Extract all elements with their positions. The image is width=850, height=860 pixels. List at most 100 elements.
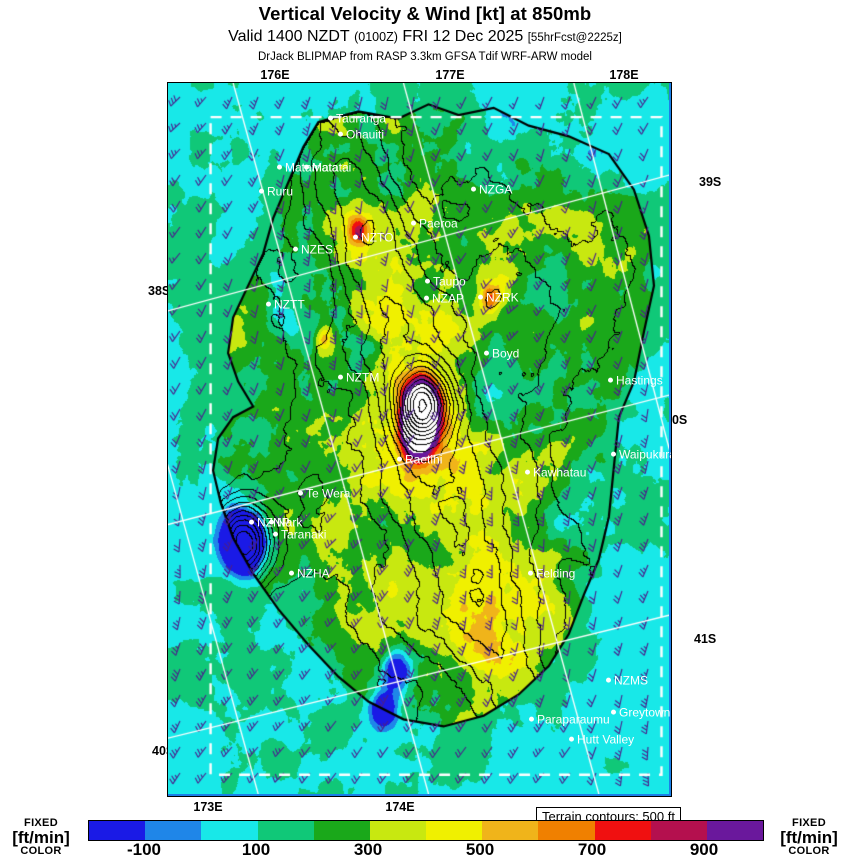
station-dot-icon <box>529 716 534 722</box>
forecast-hour-text: [55hrFcst@2225z] <box>527 32 622 44</box>
station-dot-icon <box>471 186 476 192</box>
colorbar-tick-700: 700 <box>577 840 607 859</box>
colorbar-units-left: FIXED [ft/min] COLOR <box>0 818 84 857</box>
station-label-greytown: Greytown <box>611 705 671 720</box>
colorbar-segment-6 <box>426 821 483 840</box>
station-name-text: NZTT <box>274 297 305 312</box>
title-block: Vertical Velocity & Wind [kt] at 850mb V… <box>0 0 850 64</box>
colorbar-segment-7 <box>482 821 539 840</box>
page-title: Vertical Velocity & Wind [kt] at 850mb <box>258 3 592 24</box>
lat-tick-left-38S: 38S <box>148 284 171 298</box>
station-name-text: Tauranga <box>336 111 387 126</box>
station-dot-icon <box>528 570 533 576</box>
station-name-text: Hutt Valley <box>577 732 635 747</box>
station-name-text: NZAP <box>432 291 465 306</box>
station-dot-icon <box>525 469 530 475</box>
station-label-hutt-valley: Hutt Valley <box>569 732 635 747</box>
station-name-text: Waipukurau <box>619 447 671 462</box>
colorbar-tick-300: 300 <box>353 840 383 859</box>
colorbar-segment-1 <box>145 821 202 840</box>
station-name-text: Paeroa <box>419 216 458 231</box>
station-name-text: Nark <box>277 515 303 530</box>
station-name-text: Boyd <box>492 346 520 361</box>
station-label-tauranga: Tauranga <box>328 111 387 126</box>
station-label-te-wera: Te Wera <box>298 487 350 499</box>
station-label-nzes: NZES <box>293 242 334 257</box>
station-dot-icon <box>424 295 429 301</box>
station-dot-icon <box>266 301 271 307</box>
station-name-text: NZHA <box>297 566 330 581</box>
colorbar-tick-neg100: -100 <box>126 840 162 859</box>
station-name-text: Felding <box>536 566 576 581</box>
colorbar-segment-0 <box>89 821 146 840</box>
station-name-text: Taupo <box>433 274 466 289</box>
lon-tick-174E: 174E <box>385 800 415 814</box>
station-dot-icon <box>298 490 303 496</box>
colorbar-fixed-label-left: FIXED <box>24 817 58 829</box>
colorbar-units-label-right: [ft/min] <box>780 828 838 847</box>
station-name-text: NZRK <box>486 290 519 305</box>
station-label-nztt: NZTT <box>266 297 305 312</box>
station-name-text: Hastings <box>616 373 663 388</box>
colorbar-segment-11 <box>706 821 764 840</box>
station-name-text: Ruru <box>267 184 294 199</box>
station-label-felding: Felding <box>528 566 576 581</box>
station-name-text: Raetihi <box>405 452 443 467</box>
station-label-nark: Nark <box>269 515 303 530</box>
station-dot-icon <box>273 531 278 537</box>
station-dot-icon <box>328 115 333 121</box>
station-name-text: Greytown <box>619 705 671 720</box>
station-dot-icon <box>484 350 489 356</box>
colorbar-tick-100: 100 <box>241 840 271 859</box>
lat-tick-right-39S: 39S <box>699 175 722 189</box>
station-label-hastings: Hastings <box>608 373 663 388</box>
station-name-text: Matatai <box>312 160 352 175</box>
station-dot-icon <box>338 131 343 137</box>
map-plot-area[interactable]: Tauranga Ohauiti Matamata Matatai Ruru NZGA Pa… <box>167 82 672 797</box>
lon-tick-177E: 177E <box>435 68 465 82</box>
station-name-text: NZMS <box>614 673 648 688</box>
colorbar-color-label-right: COLOR <box>788 845 830 857</box>
station-name-text: Matamata <box>285 160 339 175</box>
station-name-text: NZTO <box>361 230 394 245</box>
lat-tick-right-41S: 41S <box>694 632 717 646</box>
station-dot-icon <box>277 164 282 170</box>
colorbar-color-label-left: COLOR <box>20 845 62 857</box>
colorbar-segment-9 <box>594 821 651 840</box>
colorbar-segment-8 <box>538 821 595 840</box>
station-dot-icon <box>259 188 264 194</box>
station-label-waipukurau: Waipukurau <box>611 447 671 462</box>
station-label-raetihi: Raetihi <box>397 452 443 467</box>
station-dot-icon <box>289 570 294 576</box>
station-label-nztm: NZTM <box>338 371 379 383</box>
colorbar-segment-4 <box>313 821 370 840</box>
subtitle-line: Valid 1400 NZDT (0100Z) FRI 12 Dec 2025 … <box>0 27 850 48</box>
station-label-paeroa: Paeroa <box>411 216 458 231</box>
station-label-ruru: Ruru <box>259 184 294 199</box>
colorbar-segment-3 <box>257 821 314 840</box>
station-name-text: NZES <box>301 242 334 257</box>
station-dot-icon <box>338 374 343 380</box>
station-label-nzto: NZTO <box>353 230 394 245</box>
colorbar-segment-2 <box>201 821 258 840</box>
station-label-nzap: NZAP <box>424 291 465 306</box>
station-dot-icon <box>304 164 309 170</box>
station-label-boyd: Boyd <box>484 346 520 361</box>
vertical-velocity-raster <box>168 83 669 794</box>
colorbar-segment-10 <box>650 821 707 840</box>
station-label-nzrk: NZRK <box>478 290 519 305</box>
station-label-matamata: Matamata <box>277 160 339 175</box>
colorbar[interactable] <box>88 820 764 841</box>
station-name-text: Paraparaumu <box>537 712 610 727</box>
station-label-matatai: Matatai <box>304 160 352 175</box>
zulu-time-text: (0100Z) <box>354 30 398 44</box>
station-dot-icon <box>411 220 416 226</box>
station-dot-icon <box>425 278 430 284</box>
colorbar-units-right: FIXED [ft/min] COLOR <box>766 818 850 857</box>
colorbar-units-label-left: [ft/min] <box>12 828 70 847</box>
lon-tick-176E: 176E <box>260 68 290 82</box>
lon-tick-173E: 173E <box>193 800 223 814</box>
station-name-text: NZGA <box>479 182 513 197</box>
station-dot-icon <box>353 234 358 240</box>
colorbar-tick-900: 900 <box>689 840 719 859</box>
